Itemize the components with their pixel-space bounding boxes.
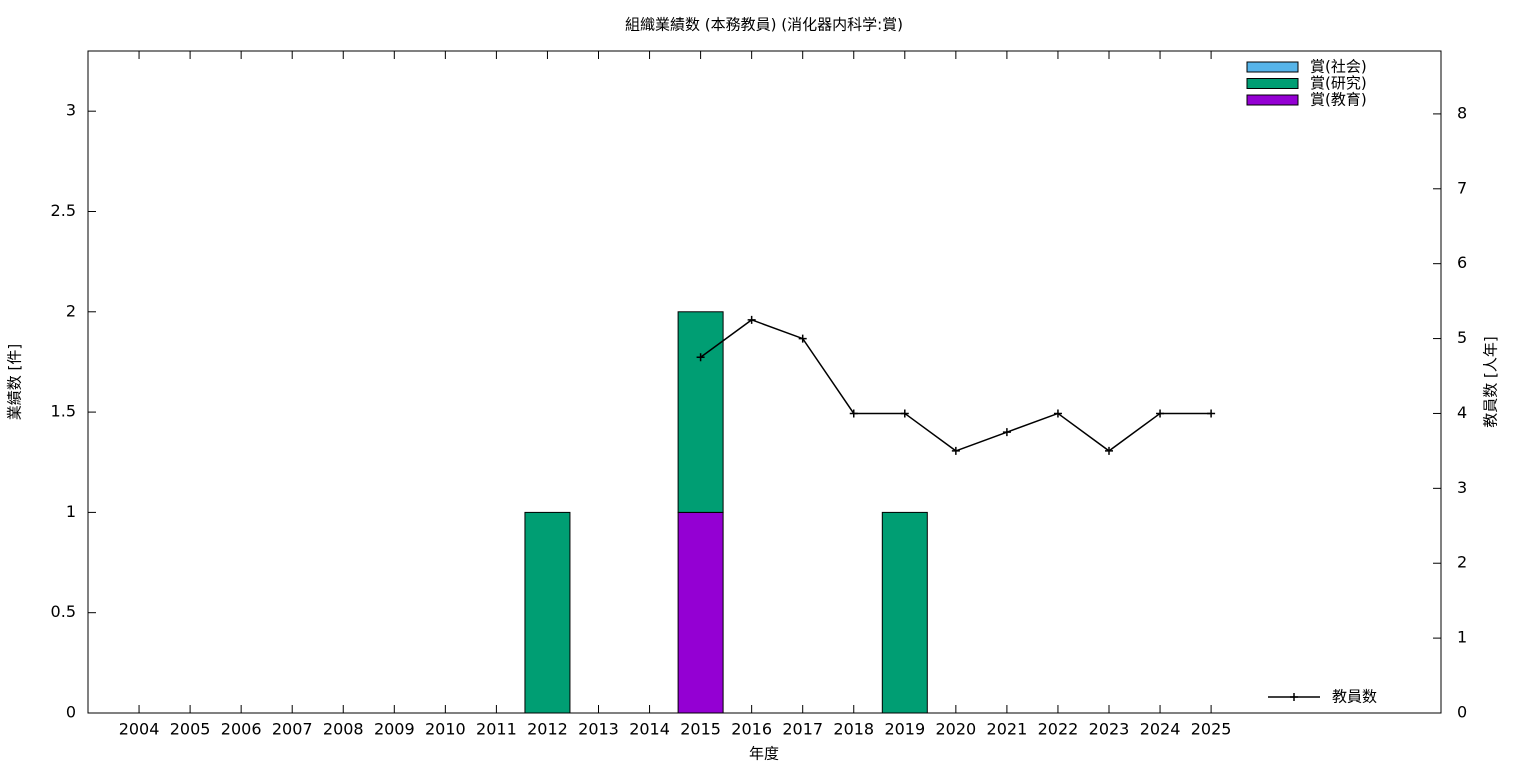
x-axis-label: 年度 [749, 745, 779, 763]
x-tick-label: 2024 [1140, 720, 1181, 739]
point [1156, 409, 1165, 418]
bar [524, 511, 571, 714]
x-tick-label: 2010 [425, 720, 466, 739]
point [849, 409, 858, 418]
legend-swatch [1246, 61, 1299, 73]
point [1002, 428, 1011, 437]
x-tick-label: 2013 [578, 720, 619, 739]
y-tick-label: 2.5 [51, 201, 76, 220]
y-tick-label: 1 [66, 502, 76, 521]
y2-tick-label: 2 [1457, 553, 1467, 572]
legend-point [1290, 693, 1298, 701]
point [951, 446, 960, 455]
y2-tick-label: 1 [1457, 628, 1467, 647]
legend-label: 教員数 [1332, 688, 1377, 706]
x-tick-label: 2014 [629, 720, 670, 739]
line [700, 319, 1212, 452]
x-tick-label: 2020 [935, 720, 976, 739]
x-tick-label: 2006 [221, 720, 262, 739]
point [798, 334, 807, 343]
x-tick-label: 2019 [884, 720, 925, 739]
y2-tick-label: 3 [1457, 478, 1467, 497]
x-tick-label: 2022 [1038, 720, 1079, 739]
x-tick-label: 2017 [782, 720, 823, 739]
y-tick-label: 1.5 [51, 402, 76, 421]
y-tick-label: 0.5 [51, 602, 76, 621]
y2-tick-label: 4 [1457, 403, 1467, 422]
point [696, 353, 705, 362]
x-tick-label: 2021 [987, 720, 1028, 739]
legend-label: 賞(教育) [1310, 91, 1367, 109]
x-tick-label: 2012 [527, 720, 568, 739]
y2-axis-label: 教員数 [人年] [1482, 336, 1500, 427]
legend-label: 賞(研究) [1310, 74, 1367, 92]
x-tick-label: 2007 [272, 720, 313, 739]
x-tick-label: 2015 [680, 720, 721, 739]
x-tick-label: 2011 [476, 720, 517, 739]
point [1053, 409, 1062, 418]
point [1105, 446, 1113, 455]
y2-tick-label: 8 [1457, 103, 1467, 122]
plot-frame [87, 50, 1442, 714]
x-tick-label: 2025 [1191, 720, 1232, 739]
y2-tick-label: 6 [1457, 253, 1467, 272]
legend-swatch [1246, 78, 1299, 89]
bar [677, 311, 724, 513]
x-tick-label: 2016 [731, 720, 772, 739]
y-tick-label: 0 [66, 703, 76, 722]
chart-title: 組織業績数 (本務教員) (消化器内科学:賞) [625, 16, 903, 34]
x-tick-label: 2005 [170, 720, 211, 739]
y2-tick-label: 0 [1457, 703, 1467, 722]
legend-swatch [1246, 94, 1299, 106]
x-tick-label: 2009 [374, 720, 415, 739]
bar [677, 511, 724, 714]
point [900, 409, 909, 418]
x-tick-label: 2004 [119, 720, 160, 739]
x-tick-label: 2023 [1089, 720, 1130, 739]
x-tick-label: 2018 [833, 720, 874, 739]
y2-tick-label: 5 [1457, 328, 1467, 347]
point [747, 315, 756, 324]
y-axis-label: 業績数 [件] [6, 344, 24, 420]
bar [881, 511, 928, 714]
legend-label: 賞(社会) [1310, 58, 1367, 76]
point [1207, 409, 1216, 418]
x-tick-label: 2008 [323, 720, 364, 739]
y-tick-label: 3 [66, 101, 76, 120]
y2-tick-label: 7 [1457, 178, 1467, 197]
y-tick-label: 2 [66, 301, 76, 320]
